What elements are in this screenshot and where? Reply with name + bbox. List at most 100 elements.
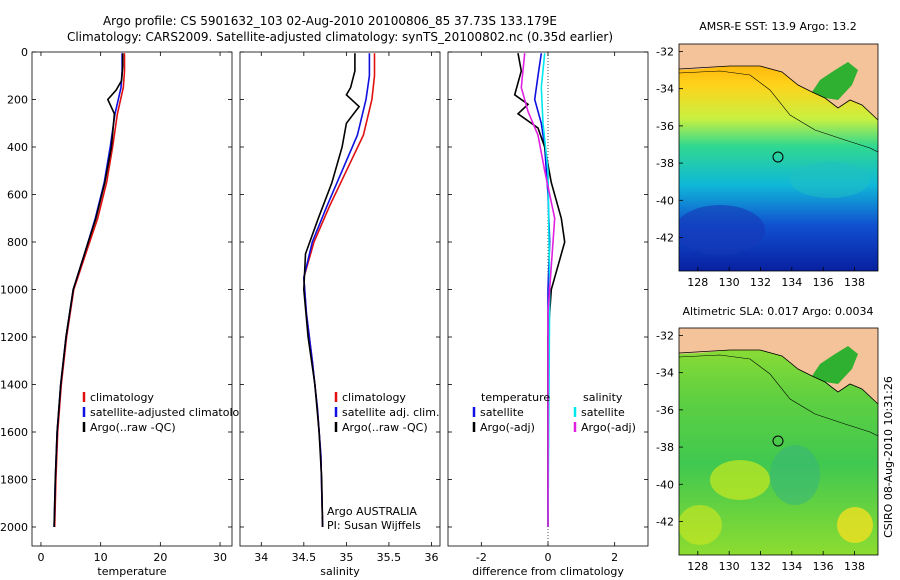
annotation-text: PI: Susan Wijffels: [327, 519, 421, 532]
y-tick-label: 600: [7, 189, 28, 202]
map-y-tick-label: -32: [656, 329, 674, 342]
credit-label: CSIRO 08-Aug-2010 10:31:26: [882, 376, 895, 538]
map-x-tick-label: 128: [687, 276, 708, 289]
legend-label: satellite-adjusted climatology: [90, 406, 253, 419]
plot-frame: [239, 51, 441, 547]
map-y-tick-label: -38: [656, 441, 674, 454]
map-y-tick-label: -42: [656, 232, 674, 245]
legend-label: temperature: [481, 391, 550, 404]
y-tick-label: 1000: [0, 284, 28, 297]
temperature-profile-chart: 0 10 20 30 0 200 400 600 800 1000 1200 1400 1600 1800…: [0, 46, 253, 578]
sla-map-frame: [678, 327, 879, 556]
plot-frame: [31, 51, 233, 547]
legend-label: salinity: [583, 391, 623, 404]
x-tick-label: 35.5: [377, 551, 402, 564]
map-x-tick-label: 138: [844, 560, 865, 573]
legend-label: climatology: [342, 391, 406, 404]
map-x-tick-label: 132: [750, 276, 771, 289]
legend-label: satellite: [581, 406, 625, 419]
map-y-tick-label: -38: [656, 157, 674, 170]
x-tick-label: 0: [37, 551, 44, 564]
x-tick-label: 34: [254, 551, 268, 564]
map-x-tick-label: 134: [781, 560, 802, 573]
x-tick-label: 30: [213, 551, 227, 564]
y-tick-label: 1200: [0, 331, 28, 344]
legend-label: satellite: [480, 406, 524, 419]
map-y-tick-label: -42: [656, 516, 674, 529]
y-tick-label: 1400: [0, 379, 28, 392]
salinity-profile-chart: 34 34.5 35 35.5 36 salinity climatology satelli…: [239, 51, 441, 578]
legend-label: Argo(-adj): [581, 421, 636, 434]
sst-map: [679, 44, 878, 271]
map-axes: 128 130 132 134 136 138 -32 -34 -36 -38 -40 -42 128 1…: [656, 45, 865, 573]
figure-title-line2: Climatology: CARS2009. Satellite-adjuste…: [67, 30, 613, 44]
map-x-tick-label: 130: [719, 276, 740, 289]
series-line: [53, 53, 124, 528]
map-x-tick-label: 136: [813, 560, 834, 573]
map-x-tick-label: 138: [844, 276, 865, 289]
x-tick-label: 34.5: [292, 551, 317, 564]
sla-shelf-line: [679, 354, 878, 437]
sst-map-frame: [678, 43, 879, 272]
figure-title-line1: Argo profile: CS 5901632_103 02-Aug-2010…: [103, 14, 557, 28]
sst-shelf-line: [679, 70, 878, 153]
sla-float-marker: [772, 435, 784, 447]
map-y-tick-label: -36: [656, 120, 674, 133]
map-y-tick-label: -40: [656, 194, 674, 207]
sst-land: [679, 44, 878, 120]
x-tick-label: 10: [94, 551, 108, 564]
y-tick-label: 400: [7, 141, 28, 154]
annotation-text: Argo AUSTRALIA: [327, 505, 417, 518]
sla-coastline: [679, 349, 878, 405]
x-tick-label: 2: [611, 551, 618, 564]
legend-label: satellite adj. clim.: [342, 406, 439, 419]
x-axis-label: temperature: [97, 565, 166, 578]
sla-map: [679, 328, 878, 555]
x-tick-label: -2: [476, 551, 487, 564]
y-tick-label: 1800: [0, 474, 28, 487]
legend-label: Argo(..raw -QC): [342, 421, 428, 434]
map-x-tick-label: 130: [719, 560, 740, 573]
series-line: [302, 53, 361, 528]
y-tick-label: 200: [7, 94, 28, 107]
sla-map-title: Altimetric SLA: 0.017 Argo: 0.0034: [682, 305, 873, 318]
sst-land-vegetation: [812, 62, 858, 100]
map-x-tick-label: 136: [813, 276, 834, 289]
sst-map-title: AMSR-E SST: 13.9 Argo: 13.2: [699, 20, 857, 33]
sst-float-marker: [772, 151, 784, 163]
sla-land: [679, 328, 878, 404]
series-line: [520, 53, 556, 527]
x-axis-label: difference from climatology: [472, 565, 624, 578]
map-x-tick-label: 128: [687, 560, 708, 573]
y-tick-label: 800: [7, 236, 28, 249]
sst-cold-patch: [679, 205, 765, 255]
map-y-tick-label: -34: [656, 367, 674, 380]
legend-label: Argo(-adj): [480, 421, 535, 434]
y-tick-label: 1600: [0, 426, 28, 439]
y-tick-label: 0: [21, 46, 28, 59]
x-axis-label: salinity: [320, 565, 360, 578]
legend-label: climatology: [90, 391, 154, 404]
map-y-tick-label: -32: [656, 45, 674, 58]
x-tick-label: 36: [424, 551, 438, 564]
sla-high-patch-3: [679, 505, 722, 545]
x-tick-label: 20: [153, 551, 167, 564]
y-tick-label: 2000: [0, 521, 28, 534]
x-tick-label: 35: [339, 551, 353, 564]
x-tick-label: 0: [545, 551, 552, 564]
series-line: [540, 53, 551, 528]
map-y-tick-label: -40: [656, 478, 674, 491]
sla-high-patch: [710, 460, 770, 500]
map-y-tick-label: -34: [656, 83, 674, 96]
map-y-tick-label: -36: [656, 404, 674, 417]
sst-coastline: [679, 65, 878, 121]
legend-label: Argo(..raw -QC): [90, 421, 176, 434]
map-x-tick-label: 132: [750, 560, 771, 573]
sla-land-vegetation: [812, 346, 858, 384]
sst-warm-patch: [790, 162, 870, 198]
map-x-tick-label: 134: [781, 276, 802, 289]
sla-high-patch-2: [837, 507, 873, 543]
